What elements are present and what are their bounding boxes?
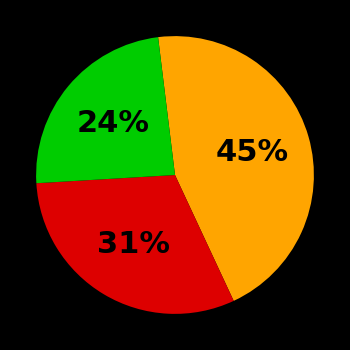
Wedge shape xyxy=(158,36,314,301)
Wedge shape xyxy=(36,175,234,314)
Text: 24%: 24% xyxy=(77,109,149,138)
Text: 31%: 31% xyxy=(97,230,170,259)
Wedge shape xyxy=(36,37,175,183)
Text: 45%: 45% xyxy=(216,138,289,167)
